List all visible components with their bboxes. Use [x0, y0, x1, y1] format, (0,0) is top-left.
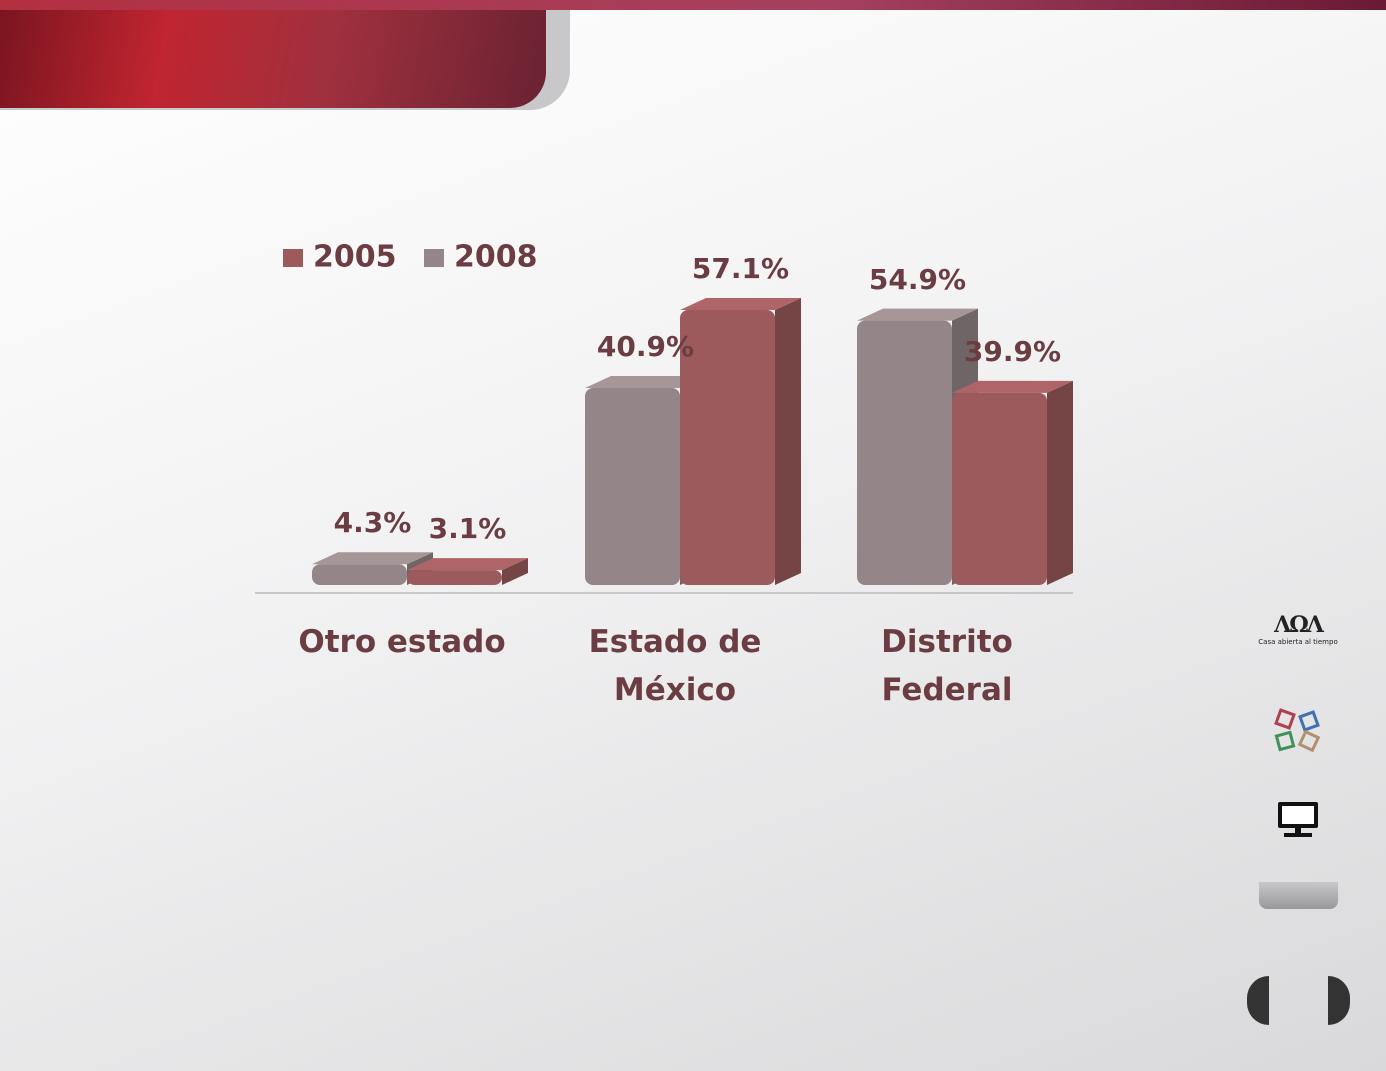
value-label: 3.1% — [428, 512, 507, 546]
bar-side — [775, 298, 801, 585]
bar — [952, 392, 1047, 585]
bar-side — [502, 558, 528, 585]
icon-shapes — [1274, 708, 1321, 753]
value-label: 39.9% — [963, 334, 1062, 368]
value-label: 40.9% — [596, 330, 695, 364]
logo: ΛΩΛ — [1274, 612, 1324, 638]
legend-swatch — [424, 249, 444, 267]
bar — [407, 570, 502, 585]
bar-side — [1047, 380, 1073, 585]
bar-top — [680, 298, 801, 310]
logo-caption: Casa abierta al tiempo — [1258, 638, 1338, 646]
category-label: Estado de México — [588, 624, 762, 708]
prev-button[interactable] — [1247, 976, 1269, 1025]
bar — [680, 310, 775, 585]
grey-button[interactable] — [1259, 882, 1338, 909]
icon-monitor — [1278, 802, 1318, 837]
bar-top — [407, 558, 528, 571]
value-label: 57.1% — [691, 252, 790, 285]
next-button[interactable] — [1328, 976, 1350, 1025]
value-label: 54.9% — [868, 262, 967, 296]
legend-label: 2005 — [313, 240, 397, 275]
bar-top — [312, 552, 433, 565]
legend-label: 2008 — [454, 240, 538, 275]
header-banner — [0, 10, 546, 108]
top-band — [0, 0, 1386, 10]
bar — [585, 388, 680, 585]
category-label: Distrito Federal — [881, 624, 1013, 708]
category-label: Otro estado — [298, 624, 506, 660]
legend-swatch — [283, 249, 303, 267]
value-label: 4.3% — [333, 506, 412, 540]
bar — [312, 564, 407, 585]
bar-top — [857, 308, 978, 321]
bar-top — [585, 376, 706, 389]
bar-top — [952, 380, 1073, 393]
bar — [857, 320, 952, 585]
